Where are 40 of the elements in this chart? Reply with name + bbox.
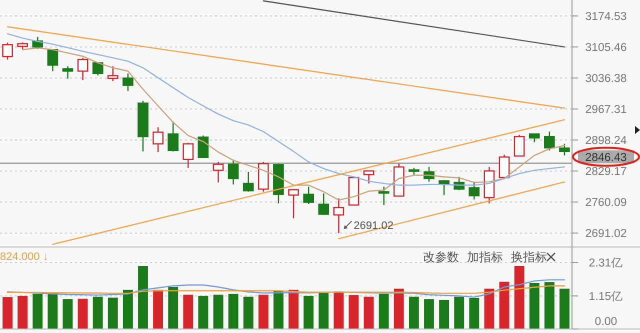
candlestick xyxy=(544,131,555,152)
candlestick xyxy=(122,72,134,92)
candlestick xyxy=(107,66,118,82)
y-tick-label: 3174.53 xyxy=(585,10,627,23)
y-tick-label: 3105.46 xyxy=(585,42,627,54)
ref-line-label: 2846.43 xyxy=(585,152,627,164)
annotation: 改参数 xyxy=(423,250,459,264)
candlestick xyxy=(288,188,299,219)
y-tick-label: 2829.17 xyxy=(585,166,627,178)
annotation: 824.000 ↓ xyxy=(0,250,48,263)
candlestick xyxy=(77,57,88,81)
candlestick xyxy=(228,159,239,186)
candlestick xyxy=(62,66,74,80)
candlestick xyxy=(318,192,330,216)
annotation: 2691.02 xyxy=(354,220,394,232)
y-tick-label: 2.31亿 xyxy=(588,256,624,270)
annotation: 加指标 xyxy=(467,250,503,264)
candlestick xyxy=(363,170,374,184)
y-tick-label: 1.15亿 xyxy=(588,290,624,303)
candlestick xyxy=(212,161,224,184)
candlestick xyxy=(242,171,254,192)
annotation: 换指标 xyxy=(511,250,547,264)
y-tick-label: 2760.09 xyxy=(585,197,627,210)
candlestick xyxy=(152,126,164,153)
candlestick xyxy=(514,134,525,157)
candlestick xyxy=(559,143,570,156)
y-tick-label: 2691.02 xyxy=(585,228,627,240)
y-tick-label: 3036.38 xyxy=(585,72,627,85)
y-tick-label: 2967.31 xyxy=(585,104,627,116)
candlestick xyxy=(498,154,510,180)
candlestick xyxy=(468,181,480,200)
candlestick xyxy=(182,142,194,169)
candlestick xyxy=(168,121,179,152)
y-tick-label: 2898.24 xyxy=(585,135,628,148)
y-tick-label: 0.00 xyxy=(594,316,618,328)
candlestick xyxy=(378,186,390,206)
candlestick xyxy=(303,186,314,205)
candlestick xyxy=(92,62,104,76)
candlestick xyxy=(198,134,209,159)
candlestick xyxy=(47,49,58,72)
